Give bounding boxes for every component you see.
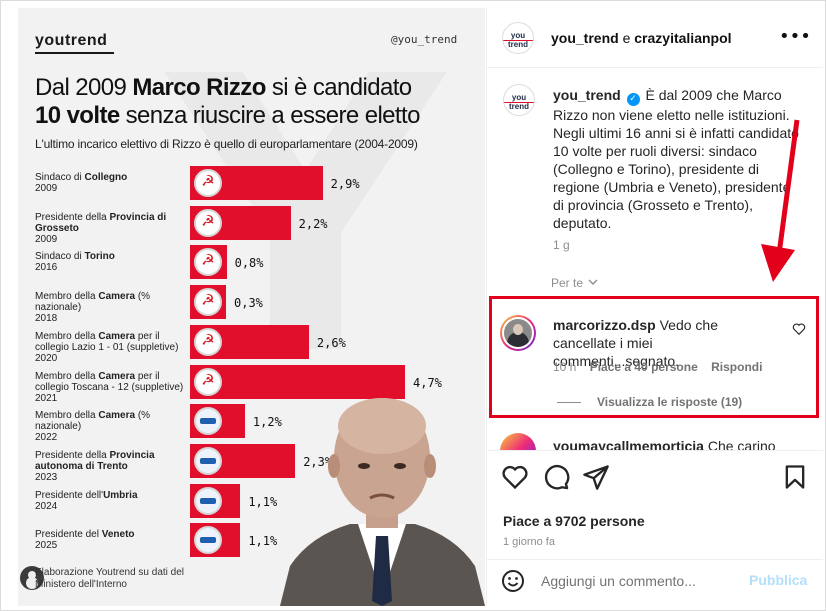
party-logo-icon	[194, 169, 222, 197]
verified-icon: ✓	[626, 93, 640, 106]
row-label: Presidente del Veneto 2025	[35, 529, 135, 552]
post-caption: you_trend ✓ È dal 2009 che Marco Rizzo n…	[553, 86, 803, 232]
result-value: 4,7%	[413, 375, 442, 390]
share-icon[interactable]	[582, 463, 610, 491]
comment-text: Vedo che cancellate i miei commenti...se…	[553, 317, 718, 369]
party-logo-icon	[194, 288, 222, 317]
party-logo-icon	[194, 446, 222, 475]
party-logo-icon	[194, 367, 222, 396]
caption-time: 1 g	[553, 238, 570, 252]
result-value: 2,6%	[316, 335, 346, 350]
post-image[interactable]: Y youtrend @you_trend Dal 2009 Marco Riz…	[18, 8, 485, 606]
party-logo-icon	[194, 407, 222, 436]
publish-button[interactable]: Pubblica	[749, 572, 808, 588]
heart-icon[interactable]	[792, 322, 806, 336]
bookmark-icon[interactable]	[781, 463, 809, 491]
party-logo-icon	[194, 526, 222, 555]
comment-likes-link[interactable]: Piace a 40 persone	[589, 360, 698, 374]
row-label: Sindaco di Torino 2016	[35, 251, 115, 274]
post-date: 1 giorno fa	[503, 536, 555, 548]
post-panel: you trend you_trend e crazyitalianpol ••…	[486, 8, 823, 606]
post-header: you trend you_trend e crazyitalianpol ••…	[487, 8, 823, 68]
action-bar: Piace a 9702 persone 1 giorno fa Pubblic…	[487, 450, 823, 600]
comment-meta: 10 h Piace a 40 persone Rispondi	[553, 360, 772, 374]
author-link[interactable]: you_trend	[551, 30, 619, 46]
result-value: 1,2%	[252, 415, 282, 430]
highlight-box	[489, 296, 819, 418]
result-value: 2,3%	[303, 454, 333, 469]
reply-button[interactable]: Rispondi	[711, 360, 763, 374]
comment-input[interactable]	[541, 570, 741, 592]
author-avatar[interactable]: you trend	[502, 22, 534, 54]
highlighted-comment: marcorizzo.dsp Vedo che cancellate i mie…	[553, 316, 781, 370]
caption-avatar[interactable]: you trend	[503, 84, 535, 116]
commenter-username[interactable]: marcorizzo.dsp	[553, 317, 656, 333]
coauthor-link[interactable]: crazyitalianpol	[634, 30, 732, 46]
result-value: 0,8%	[234, 256, 264, 271]
caption-username[interactable]: you_trend	[553, 87, 621, 103]
party-logo-icon	[194, 208, 222, 237]
caption-text: È dal 2009 che Marco Rizzo non viene ele…	[553, 87, 799, 231]
row-label: Membro della Camera per il collegio Tosc…	[35, 370, 184, 404]
result-value: 2,2%	[298, 216, 328, 231]
source-note: Elaborazione Youtrend su dati del Minist…	[35, 567, 185, 590]
result-value: 1,1%	[248, 534, 278, 549]
logo-underline	[35, 52, 114, 54]
infographic-headline: Dal 2009 Marco Rizzo si è candidato 10 v…	[35, 74, 420, 129]
row-label: Membro della Camera (% nazionale) 2022	[35, 410, 151, 444]
row-label: Presidente dell'Umbria 2024	[35, 489, 138, 512]
commenter-avatar[interactable]	[500, 315, 536, 351]
row-label: Membro della Camera per il collegio Lazi…	[35, 330, 179, 364]
red-arrow-annotation	[761, 119, 800, 282]
view-replies-button[interactable]: Visualizza le risposte (19)	[557, 395, 742, 409]
comment-bar: Pubblica	[487, 559, 823, 601]
politician-portrait	[280, 398, 485, 606]
result-bar	[190, 364, 405, 399]
profile-tag-icon[interactable]	[20, 566, 44, 590]
party-logo-icon	[194, 486, 222, 515]
party-logo-icon	[194, 248, 222, 277]
post-authors[interactable]: you_trend e crazyitalianpol	[551, 30, 732, 46]
post-likes[interactable]: Piace a 9702 persone	[503, 513, 645, 529]
row-label: Presidente della Provincia di Grosseto 20…	[35, 211, 167, 245]
row-label: Membro della Camera (% nazionale) 2018	[35, 291, 151, 325]
row-label: Sindaco di Collegno 2009	[35, 172, 128, 194]
infographic-subtitle: L'ultimo incarico elettivo di Rizzo è qu…	[35, 137, 418, 151]
next-commenter-avatar[interactable]	[500, 433, 536, 451]
result-value: 0,3%	[234, 296, 263, 311]
comment-time: 10 h	[553, 360, 577, 374]
row-label: Presidente della Provincia autonoma di T…	[35, 449, 155, 483]
see-translation-link[interactable]: Per te	[551, 276, 598, 290]
youtrend-logo: youtrend	[35, 32, 108, 49]
more-icon[interactable]: •••	[779, 26, 811, 47]
chevron-down-icon	[588, 279, 598, 285]
result-value: 2,9%	[330, 177, 360, 191]
result-value: 1,1%	[248, 494, 278, 509]
comment-icon[interactable]	[542, 463, 570, 491]
party-logo-icon	[194, 327, 222, 356]
heart-icon[interactable]	[501, 463, 529, 491]
next-comment: youmaycallmemorticia Che carino	[553, 437, 803, 451]
infographic-handle: @you_trend	[391, 33, 458, 46]
next-commenter-username[interactable]: youmaycallmemorticia	[553, 438, 704, 451]
emoji-icon[interactable]	[501, 569, 525, 593]
